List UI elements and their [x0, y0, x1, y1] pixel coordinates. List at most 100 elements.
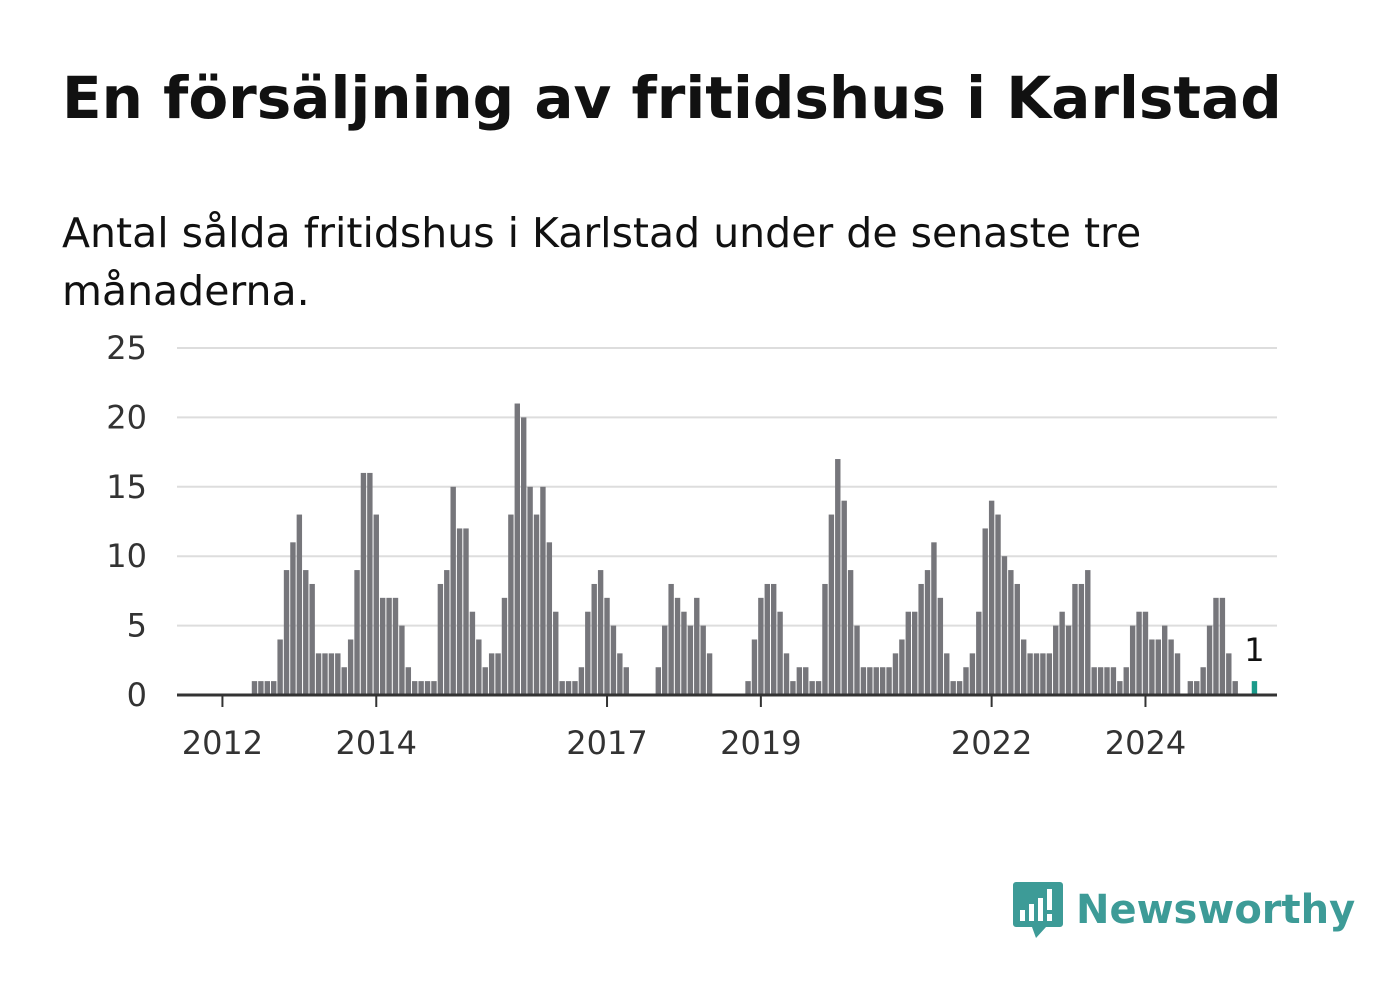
bar [617, 653, 623, 695]
bar [341, 667, 347, 695]
y-tick-label: 20 [106, 398, 147, 436]
x-tick-label: 2014 [336, 724, 417, 762]
bar [1155, 639, 1161, 695]
bar [1232, 681, 1238, 695]
bar [482, 667, 488, 695]
bar [873, 667, 879, 695]
bar [354, 570, 360, 695]
bar [751, 639, 758, 695]
bar [892, 653, 899, 695]
bar [1136, 611, 1142, 695]
bar [604, 597, 610, 695]
bar [694, 597, 700, 695]
bar [418, 681, 424, 695]
bar [1033, 653, 1040, 695]
y-tick-label: 10 [106, 537, 147, 575]
bar [937, 597, 944, 695]
bar [905, 611, 911, 695]
bar [392, 597, 399, 695]
bar [687, 625, 694, 695]
bar [1174, 653, 1181, 695]
bar [559, 681, 565, 695]
bar [373, 514, 379, 695]
bar [585, 611, 591, 695]
bar [835, 459, 841, 695]
bar [662, 625, 668, 695]
bar [931, 542, 937, 695]
newsworthy-logo: Newsworthy [1012, 880, 1355, 940]
bar [328, 653, 335, 695]
bar [264, 681, 270, 695]
bar [1162, 625, 1168, 695]
bar [521, 417, 527, 695]
bar [1110, 667, 1117, 695]
bar [553, 611, 559, 695]
bar [360, 472, 367, 695]
bar [963, 667, 969, 695]
bar [1027, 653, 1033, 695]
bar [1046, 653, 1053, 695]
bar [1040, 653, 1046, 695]
bar [610, 625, 617, 695]
bar [886, 667, 892, 695]
bar [488, 653, 495, 695]
bar [1008, 570, 1014, 695]
bar [591, 583, 597, 695]
bar [1001, 556, 1008, 695]
bar [1065, 625, 1072, 695]
gridlines [177, 347, 1277, 627]
bar [347, 639, 354, 695]
bar [495, 653, 501, 695]
bar [976, 611, 982, 695]
bar [1085, 570, 1091, 695]
y-tick-label: 15 [106, 468, 147, 506]
bar [777, 611, 783, 695]
bar [809, 681, 815, 695]
bar [854, 625, 860, 695]
bar [770, 583, 777, 695]
last-value-label: 1 [1244, 631, 1264, 669]
bar [681, 611, 687, 695]
bar [258, 681, 264, 695]
bar [674, 597, 681, 695]
bar [1014, 583, 1020, 695]
bar [950, 681, 956, 695]
bar [944, 653, 950, 695]
bar [1206, 625, 1213, 695]
bar [1091, 667, 1097, 695]
bar [1168, 639, 1174, 695]
bar [296, 514, 303, 695]
y-axis-labels: 0 5 10 15 20 25 [106, 329, 147, 714]
y-tick-label: 0 [127, 676, 147, 714]
bar [982, 528, 988, 695]
bar [706, 653, 713, 695]
bar [405, 667, 412, 695]
bar [867, 667, 873, 695]
bar [918, 583, 924, 695]
bar [533, 514, 540, 695]
bar [828, 514, 835, 695]
bar [431, 681, 437, 695]
bar [700, 625, 706, 695]
bar [841, 500, 847, 695]
bar [527, 486, 533, 695]
bar [1200, 667, 1206, 695]
bar [1078, 583, 1085, 695]
bar [764, 583, 770, 695]
bar [1020, 639, 1027, 695]
y-tick-label: 5 [127, 607, 147, 645]
bar [969, 653, 976, 695]
chart-subtitle: Antal sålda fritidshus i Karlstad under … [62, 209, 1142, 315]
bar [501, 597, 508, 695]
bar [1129, 625, 1136, 695]
bar [1226, 653, 1232, 695]
bar [508, 514, 514, 695]
bar [1097, 667, 1104, 695]
bar [514, 403, 520, 695]
bar [367, 472, 373, 695]
bar [655, 667, 662, 695]
annotations: 1 [1244, 631, 1264, 669]
bar [803, 667, 809, 695]
x-tick-label: 2022 [951, 724, 1032, 762]
